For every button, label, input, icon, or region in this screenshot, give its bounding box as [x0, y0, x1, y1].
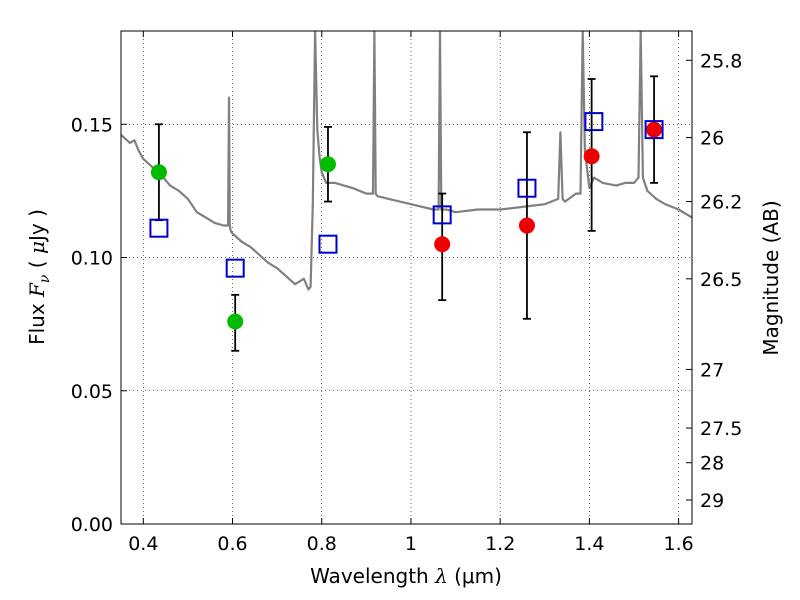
- data-point: [646, 121, 663, 138]
- data-point: [583, 148, 600, 165]
- model-point: [584, 112, 604, 132]
- x-tick-label: 1.4: [574, 533, 604, 555]
- y2-axis-title: Magnitude (AB): [759, 200, 783, 355]
- model-point: [517, 178, 537, 198]
- x-tick-label: 1.2: [485, 533, 515, 555]
- y2-tick-label: 26.5: [700, 269, 742, 291]
- y2-tick-label: 26: [700, 128, 724, 150]
- y-tick-label: 0.15: [71, 114, 113, 136]
- y2-tick-label: 25.8: [700, 50, 742, 72]
- plot-frame: [120, 30, 693, 525]
- tick-labels: 0.4 0.6 0.8 1 1.2 1.4 1.6 0.00 0.05 0.10 0.15 25.8 2…: [71, 50, 743, 555]
- model-point: [644, 120, 664, 140]
- model-point: [318, 234, 338, 254]
- y-tick-label: 0.05: [71, 381, 113, 403]
- model-point: [432, 205, 452, 225]
- y2-tick-label: 26.2: [700, 192, 742, 214]
- x-tick-label: 1: [405, 533, 417, 555]
- y-axis-title: Flux Fν ( μJy ): [25, 209, 53, 345]
- y2-tick-label: 27.5: [700, 418, 742, 440]
- data-point: [319, 156, 336, 173]
- y-tick-label: 0.10: [71, 248, 113, 270]
- model-point: [225, 258, 245, 278]
- y2-tick-label: 29: [700, 490, 724, 512]
- data-point: [518, 217, 535, 234]
- x-tick-label: 0.4: [128, 533, 158, 555]
- y-tick-label: 0.00: [71, 514, 113, 536]
- data-markers: [149, 112, 664, 330]
- data-point: [227, 313, 244, 330]
- y2-tick-label: 27: [700, 359, 724, 381]
- x-tick-label: 0.8: [307, 533, 337, 555]
- x-tick-label: 0.6: [217, 533, 247, 555]
- model-point: [149, 218, 169, 238]
- y2-tick-label: 28: [700, 453, 724, 475]
- x-axis-title: Wavelength λ (μm): [310, 564, 502, 588]
- axis-ticks: [121, 31, 692, 525]
- grid-lines: [121, 31, 692, 524]
- spectrum-line: [121, 31, 692, 291]
- model-spectrum: [121, 31, 692, 291]
- x-tick-label: 1.6: [664, 533, 694, 555]
- data-point: [434, 236, 451, 253]
- data-point: [150, 164, 167, 181]
